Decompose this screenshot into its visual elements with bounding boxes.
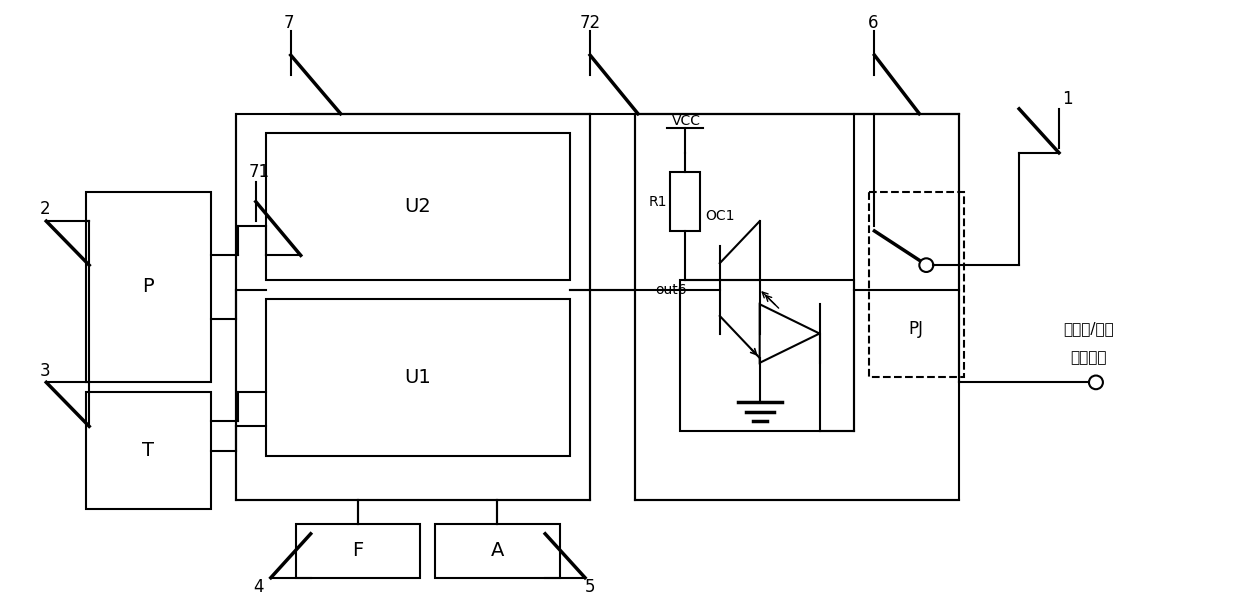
Text: OC1: OC1 [704,209,734,223]
Text: 4: 4 [253,578,264,596]
Text: R1: R1 [649,195,667,208]
Bar [87,392,211,509]
Bar [265,300,570,456]
Bar [265,133,570,280]
Text: P: P [143,277,154,296]
Text: 接报警/闭锁: 接报警/闭锁 [1064,321,1115,336]
Text: out6: out6 [655,283,687,297]
Text: F: F [352,541,363,560]
Text: A: A [491,541,503,560]
Text: U2: U2 [404,197,430,216]
Text: 3: 3 [40,362,50,380]
Bar [87,192,211,382]
Bar [869,192,965,377]
Text: 5: 5 [585,578,595,596]
Text: U1: U1 [404,368,430,387]
Bar [670,173,699,231]
Text: 控制回路: 控制回路 [1070,350,1107,365]
Bar [236,114,590,500]
Bar [435,524,560,578]
Text: 7: 7 [284,14,294,32]
Text: PJ: PJ [909,320,924,338]
Text: 1: 1 [1061,90,1073,108]
Text: 6: 6 [868,14,878,32]
Text: 2: 2 [40,201,50,219]
Text: VCC: VCC [672,114,702,128]
Text: 72: 72 [580,14,601,32]
Text: 71: 71 [249,164,270,181]
Text: T: T [143,441,154,460]
Bar [680,280,854,431]
Bar [635,114,960,500]
Bar [295,524,420,578]
